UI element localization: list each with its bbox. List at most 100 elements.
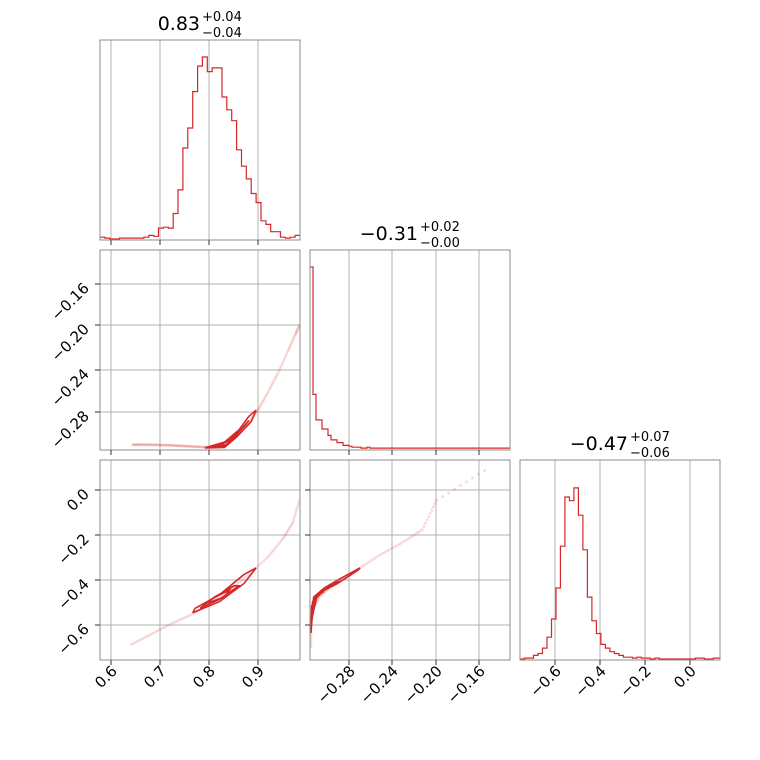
ytick-label-param-2-2: −0.20 [48,320,93,365]
sample-point [282,359,285,363]
sample-point [381,551,385,555]
sample-point [145,443,149,447]
sample-point [288,346,291,349]
xtick-label-param-2-3: −0.20 [401,662,446,707]
sample-point [278,366,282,370]
sample-point [284,354,287,358]
sample-point [273,377,277,381]
sample-point [154,443,158,447]
sample-point [413,532,417,536]
sample-point [146,443,150,447]
sample-point [238,580,242,583]
sample-point [260,561,264,564]
sample-point [258,563,261,566]
title-lower-param-2: −0.00 [420,236,460,251]
xtick-label-param-3-2: −0.4 [571,662,609,700]
sample-point [283,357,286,360]
panel-frame [309,459,511,661]
sample-point [188,445,192,448]
sample-point [374,556,378,559]
xtick-label-param-1-2: 0.7 [140,662,170,692]
ytick-label-param-2-3: −0.24 [48,365,93,410]
sample-point [184,615,188,619]
sample-point [435,499,438,502]
sample-point [167,443,171,447]
sample-point [441,495,444,499]
sample-point [292,518,295,522]
sample-point [259,403,263,407]
sample-point [201,445,205,449]
sample-point [188,613,192,617]
sample-point [393,545,396,549]
xtick-label-param-2-4: −0.16 [444,662,489,707]
sample-point [152,443,155,447]
sample-point [243,576,246,580]
ticks [95,283,259,455]
sample-point [162,443,166,447]
sample-point [386,549,390,552]
sample-point [286,528,290,532]
panel-hist-param-2: −0.31 +0.02 −0.00 [309,220,511,455]
sample-point [143,636,147,639]
sample-point [293,333,297,337]
xtick-label-param-3-1: −0.6 [526,662,564,700]
sample-point [275,373,279,377]
contour-line [214,432,240,448]
sample-point [156,629,160,633]
grid-hist-param-2 [348,250,480,450]
sample-point [182,444,186,448]
sample-point [268,553,272,556]
sample-point [165,443,168,447]
sample-point [295,507,299,511]
sample-point [264,557,268,560]
sample-point [139,638,142,642]
title-upper-param-1: +0.04 [202,10,242,25]
sample-point [428,512,432,515]
sample-point [180,444,184,448]
sample-point [173,444,177,447]
sample-point [274,375,278,379]
sample-point [447,491,450,495]
sample-point [265,392,269,395]
sample-point [278,541,282,544]
contour-line [204,588,232,605]
sample-point [294,510,298,514]
sample-point [465,480,468,484]
xtick-label-param-2-2: −0.24 [357,662,402,707]
sample-point [172,444,176,447]
sample-point [199,445,203,449]
sample-point [162,626,166,629]
xtick-label-param-1-4: 0.9 [238,662,268,692]
sample-point [276,371,280,375]
sample-point [288,344,292,348]
sample-point [363,563,367,567]
sample-point [288,526,291,530]
sample-point [400,541,403,545]
panel-frame [99,39,301,241]
sample-point [186,444,190,448]
title-value-param-2: −0.31 [360,223,418,245]
ytick-label-param-2-4: −0.28 [48,407,93,452]
sample-point [291,338,295,342]
sample-point [169,443,173,447]
sample-point [427,515,430,519]
sample-point [256,565,259,568]
sample-point [158,628,162,632]
sample-point [284,532,288,535]
sample-point [171,621,175,625]
contours-1-2 [204,409,257,449]
sample-point [273,547,277,550]
sample-point [292,335,296,338]
xtick-label-param-3-4: 0.0 [670,662,700,692]
sample-point [432,505,435,509]
panel-pair-2-3: −0.28 −0.24 −0.20 −0.16 [305,459,511,707]
sample-point [178,444,181,448]
sample-point [279,539,283,542]
sample-point [160,627,164,630]
sample-point [180,617,184,621]
sample-point [291,521,295,525]
sample-point [187,444,191,448]
sample-point [136,443,140,447]
sample-point [181,444,185,448]
sample-point [270,551,273,554]
